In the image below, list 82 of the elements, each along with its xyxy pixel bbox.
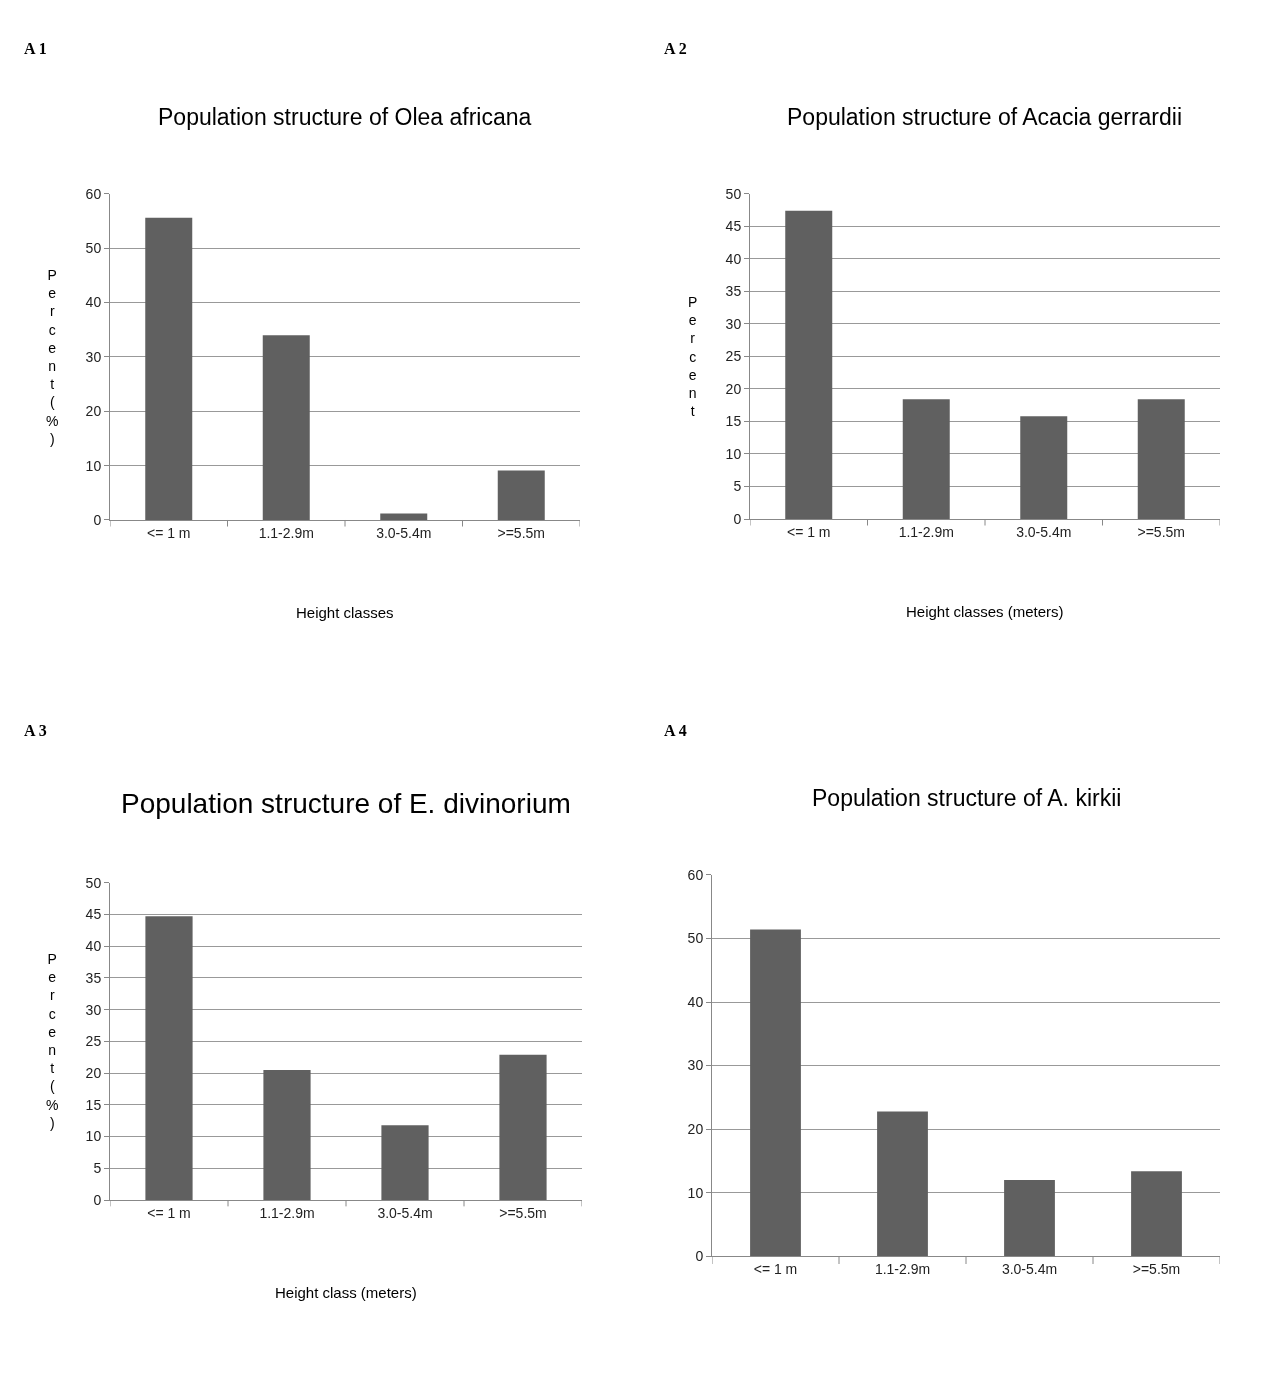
y-tick-label: 0 bbox=[93, 1191, 102, 1208]
y-tick-label: 50 bbox=[85, 240, 102, 257]
bar bbox=[1020, 416, 1068, 520]
bar bbox=[1137, 399, 1185, 520]
y-tick-label: 0 bbox=[93, 511, 102, 528]
y-tick-label: 60 bbox=[85, 185, 102, 202]
y-tick-label: 50 bbox=[725, 185, 742, 202]
y-tick-label: 15 bbox=[85, 1096, 102, 1113]
y-tick-label: 20 bbox=[85, 403, 102, 420]
bar bbox=[1004, 1180, 1055, 1257]
x-axis-title: Height class (meters) bbox=[275, 1284, 417, 1301]
x-tick-label: <= 1 m bbox=[786, 523, 831, 540]
x-tick-label: 1.1-2.9m bbox=[874, 1261, 931, 1278]
bar bbox=[145, 217, 193, 520]
x-tick-label: 1.1-2.9m bbox=[259, 1204, 315, 1221]
y-tick-label: 0 bbox=[695, 1248, 704, 1265]
y-tick-label: 40 bbox=[687, 993, 704, 1010]
x-tick-label: >=5.5m bbox=[499, 1204, 547, 1221]
y-tick-label: 30 bbox=[687, 1057, 704, 1074]
y-tick-label: 0 bbox=[733, 510, 742, 527]
y-tick-label: 30 bbox=[85, 1001, 102, 1018]
bar bbox=[877, 1111, 928, 1257]
y-tick-label: 35 bbox=[85, 969, 102, 986]
y-tick-label: 5 bbox=[733, 478, 742, 495]
bar bbox=[785, 210, 833, 520]
y-tick-label: 10 bbox=[85, 457, 102, 474]
text: Percent (%) bbox=[46, 951, 59, 1131]
y-tick-label: 50 bbox=[687, 930, 704, 947]
bar bbox=[497, 470, 545, 520]
y-tick-label: 5 bbox=[93, 1160, 102, 1177]
chart-title: Population structure of E. divinorium bbox=[121, 788, 571, 819]
y-tick-label: 60 bbox=[687, 866, 704, 883]
bar bbox=[499, 1054, 547, 1201]
y-tick-label: 30 bbox=[725, 315, 742, 332]
y-tick-label: 45 bbox=[725, 218, 742, 235]
bar bbox=[902, 399, 950, 520]
text: Percent (%) bbox=[46, 267, 59, 447]
x-axis-title: Height classes (meters) bbox=[906, 603, 1064, 620]
x-tick-label: 3.0-5.4m bbox=[1001, 1261, 1058, 1278]
bar bbox=[1131, 1171, 1182, 1257]
x-tick-label: 1.1-2.9m bbox=[898, 523, 954, 540]
x-tick-label: <= 1 m bbox=[147, 1204, 191, 1221]
chart-title: Population structure of Olea africana bbox=[158, 104, 532, 130]
y-tick-label: 20 bbox=[85, 1065, 102, 1082]
x-tick-label: >=5.5m bbox=[1132, 1261, 1181, 1278]
y-tick-label: 45 bbox=[85, 906, 102, 923]
y-tick-label: 30 bbox=[85, 348, 102, 365]
text: A 3 bbox=[24, 722, 47, 739]
y-tick-label: 40 bbox=[725, 250, 742, 267]
bar bbox=[145, 916, 193, 1201]
text: A 1 bbox=[24, 40, 47, 57]
y-tick-label: 20 bbox=[687, 1121, 704, 1138]
bar bbox=[750, 929, 801, 1257]
x-tick-label: 3.0-5.4m bbox=[377, 1204, 433, 1221]
x-tick-label: <= 1 m bbox=[753, 1261, 798, 1278]
y-tick-label: 15 bbox=[725, 413, 742, 430]
y-tick-label: 20 bbox=[725, 380, 742, 397]
y-tick-label: 40 bbox=[85, 938, 102, 955]
text: A 4 bbox=[664, 722, 687, 739]
x-tick-label: <= 1 m bbox=[146, 524, 191, 541]
y-tick-label: 10 bbox=[687, 1184, 704, 1201]
chart-title: Population structure of Acacia gerrardii bbox=[787, 104, 1183, 130]
y-tick-label: 35 bbox=[725, 283, 742, 300]
bar bbox=[380, 513, 428, 520]
text: A 2 bbox=[664, 40, 687, 57]
y-tick-label: 25 bbox=[725, 348, 742, 365]
x-tick-label: 3.0-5.4m bbox=[1016, 523, 1072, 540]
y-tick-label: 40 bbox=[85, 294, 102, 311]
y-axis-title: Percent bbox=[688, 294, 698, 420]
x-tick-label: 3.0-5.4m bbox=[376, 524, 432, 541]
bar bbox=[263, 1069, 311, 1201]
y-tick-label: 50 bbox=[85, 874, 102, 891]
bar bbox=[262, 335, 310, 520]
y-tick-label: 25 bbox=[85, 1033, 102, 1050]
x-tick-label: 1.1-2.9m bbox=[258, 524, 314, 541]
x-axis-title: Height classes bbox=[296, 604, 394, 621]
bar bbox=[381, 1125, 429, 1201]
y-tick-label: 10 bbox=[725, 445, 742, 462]
x-tick-label: >=5.5m bbox=[1137, 523, 1185, 540]
y-tick-label: 10 bbox=[85, 1128, 102, 1145]
x-tick-label: >=5.5m bbox=[497, 524, 545, 541]
chart-title: Population structure of A. kirkii bbox=[812, 785, 1122, 811]
